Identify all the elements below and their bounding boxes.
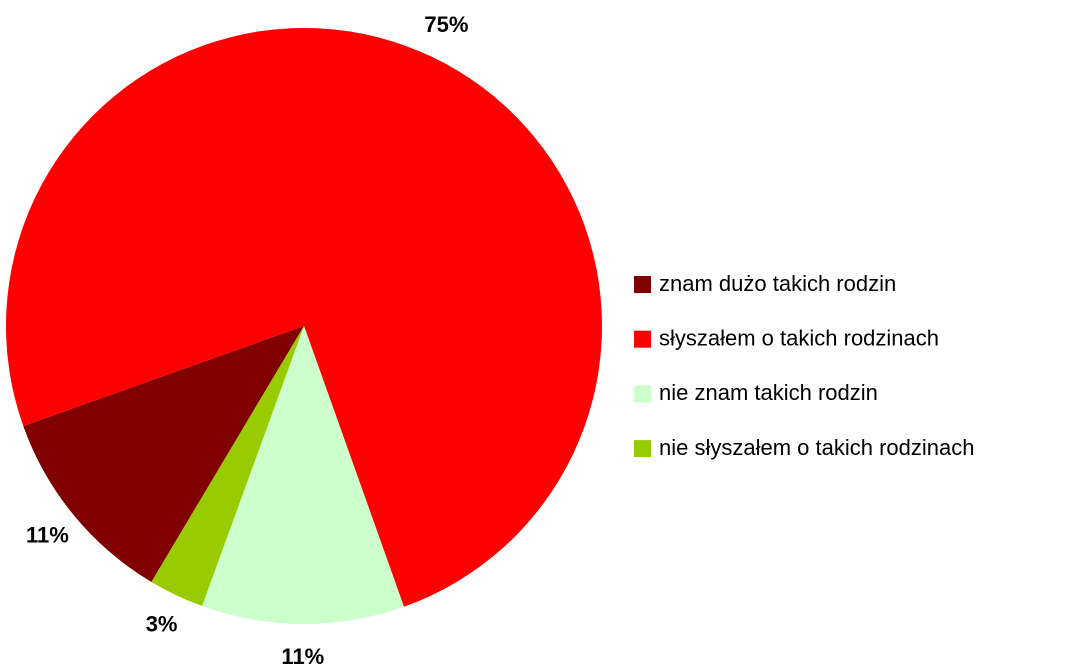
legend-swatch [634,276,651,293]
legend-label: nie słyszałem o takich rodzinach [659,435,974,460]
legend-swatch [634,440,651,458]
legend-label: nie znam takich rodzin [659,380,878,405]
data-label: 3% [146,612,178,637]
pie-slice [202,326,404,624]
data-label: 11% [281,644,324,667]
data-label: 75% [424,12,468,37]
legend-label: znam dużo takich rodzin [659,271,896,296]
legend-swatch [634,330,651,348]
pie-slice [6,27,603,607]
legend-swatch [634,385,651,403]
pie-slice [151,326,304,607]
data-label: 11% [26,523,69,548]
legend-label: słyszałem o takich rodzinach [659,326,939,351]
pie-slice [23,326,305,582]
